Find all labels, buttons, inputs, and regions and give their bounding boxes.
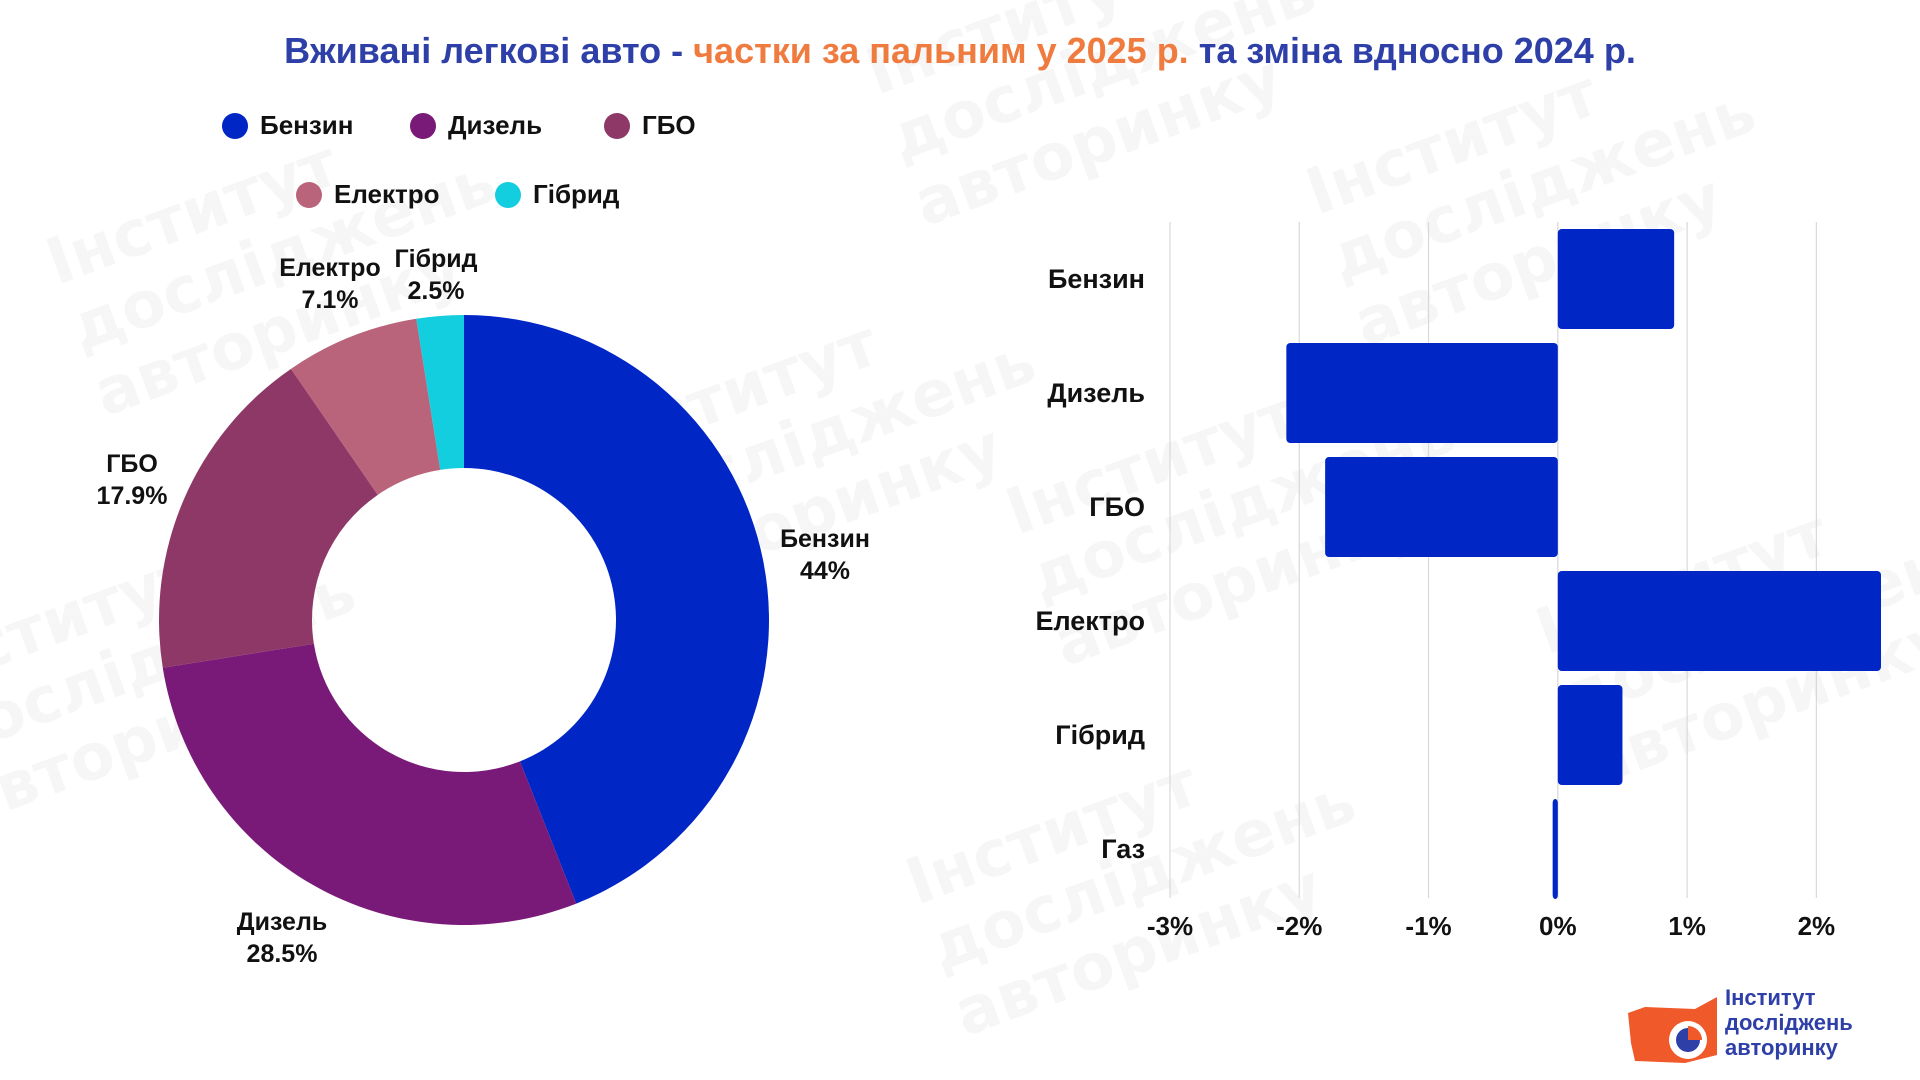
pie-slice-4: [416, 315, 464, 470]
watermark: Інститут досліджень авторинку: [898, 700, 1389, 1050]
legend-item-lpg: ГБО: [604, 110, 696, 141]
legend-item-diesel: Дизель: [410, 110, 542, 141]
pie-label-value: 17.9%: [96, 482, 168, 510]
legend-label: Гібрид: [533, 179, 620, 209]
legend-label: Електро: [334, 179, 440, 209]
x-tick-label: -3%: [1147, 911, 1193, 941]
bar-5: [1552, 799, 1558, 899]
pie-label-name: ГБО: [106, 450, 158, 478]
x-tick-label: -2%: [1276, 911, 1322, 941]
y-category-label: Електро: [1035, 606, 1145, 636]
y-category-label: ГБО: [1089, 492, 1145, 522]
bar-3: [1557, 571, 1881, 671]
x-tick-label: 1%: [1668, 911, 1706, 941]
legend-label: Дизель: [448, 110, 543, 140]
pie-label-petrol: Бензин 44%: [770, 523, 880, 587]
chart-title: Вживані легкові авто - частки за пальним…: [0, 30, 1920, 72]
logo-line-1: Інститут: [1725, 985, 1816, 1010]
title-part-2: частки за пальним у 2025 р.: [693, 30, 1189, 71]
y-category-label: Газ: [1101, 834, 1145, 864]
pie-label-hybrid: Гібрид 2.5%: [388, 243, 484, 307]
pie-label-value: 28.5%: [246, 940, 318, 968]
x-tick-label: 0%: [1539, 911, 1577, 941]
pie-label-electric: Електро 7.1%: [270, 252, 390, 316]
x-tick-label: 2%: [1798, 911, 1836, 941]
pie-label-lpg: ГБО 17.9%: [82, 448, 182, 512]
legend-swatch: [296, 181, 322, 208]
pie-label-name: Електро: [279, 254, 381, 282]
legend-swatch: [495, 181, 521, 208]
y-category-label: Дизель: [1047, 378, 1145, 408]
bar-4: [1557, 685, 1623, 785]
legend-item-hybrid: Гібрид: [495, 179, 619, 210]
legend-swatch: [222, 112, 248, 139]
title-part-1: Вживані легкові авто -: [284, 30, 694, 71]
pie-label-name: Бензин: [780, 525, 870, 553]
legend-label: Бензин: [260, 110, 354, 140]
legend-swatch: [604, 112, 630, 139]
pie-slice-0: [464, 315, 770, 904]
legend-item-electric: Електро: [296, 179, 440, 210]
y-category-label: Гібрид: [1055, 720, 1145, 750]
legend-swatch: [410, 112, 436, 139]
bar-1: [1286, 343, 1558, 443]
legend-label: ГБО: [642, 110, 696, 140]
pie-slice-2: [158, 368, 378, 668]
logo-text: Інститут досліджень авторинку: [1725, 985, 1853, 1060]
bar-2: [1325, 457, 1558, 557]
pie-slice-1: [162, 643, 577, 926]
x-tick-label: -1%: [1405, 911, 1451, 941]
y-category-label: Бензин: [1048, 264, 1145, 294]
watermark: Інститут досліджень авторинку: [998, 330, 1489, 680]
pie-label-name: Гібрид: [394, 245, 478, 273]
pie-label-diesel: Дизель 28.5%: [222, 906, 342, 970]
pie-label-name: Дизель: [236, 908, 328, 936]
logo-icon: [1628, 997, 1717, 1063]
pie-label-value: 2.5%: [407, 277, 465, 305]
watermark: Інститут досліджень авторинку: [0, 490, 388, 840]
bar-0: [1557, 229, 1675, 329]
title-part-3: та зміна вдносно 2024 р.: [1188, 30, 1636, 71]
pie-label-value: 44%: [799, 557, 851, 585]
pie-slice-3: [290, 318, 441, 495]
logo-line-3: авторинку: [1725, 1035, 1838, 1060]
pie-label-value: 7.1%: [301, 286, 359, 314]
logo-line-2: досліджень: [1725, 1010, 1853, 1035]
legend-item-petrol: Бензин: [222, 110, 353, 141]
watermark: Інститут досліджень авторинку: [1528, 450, 1920, 800]
